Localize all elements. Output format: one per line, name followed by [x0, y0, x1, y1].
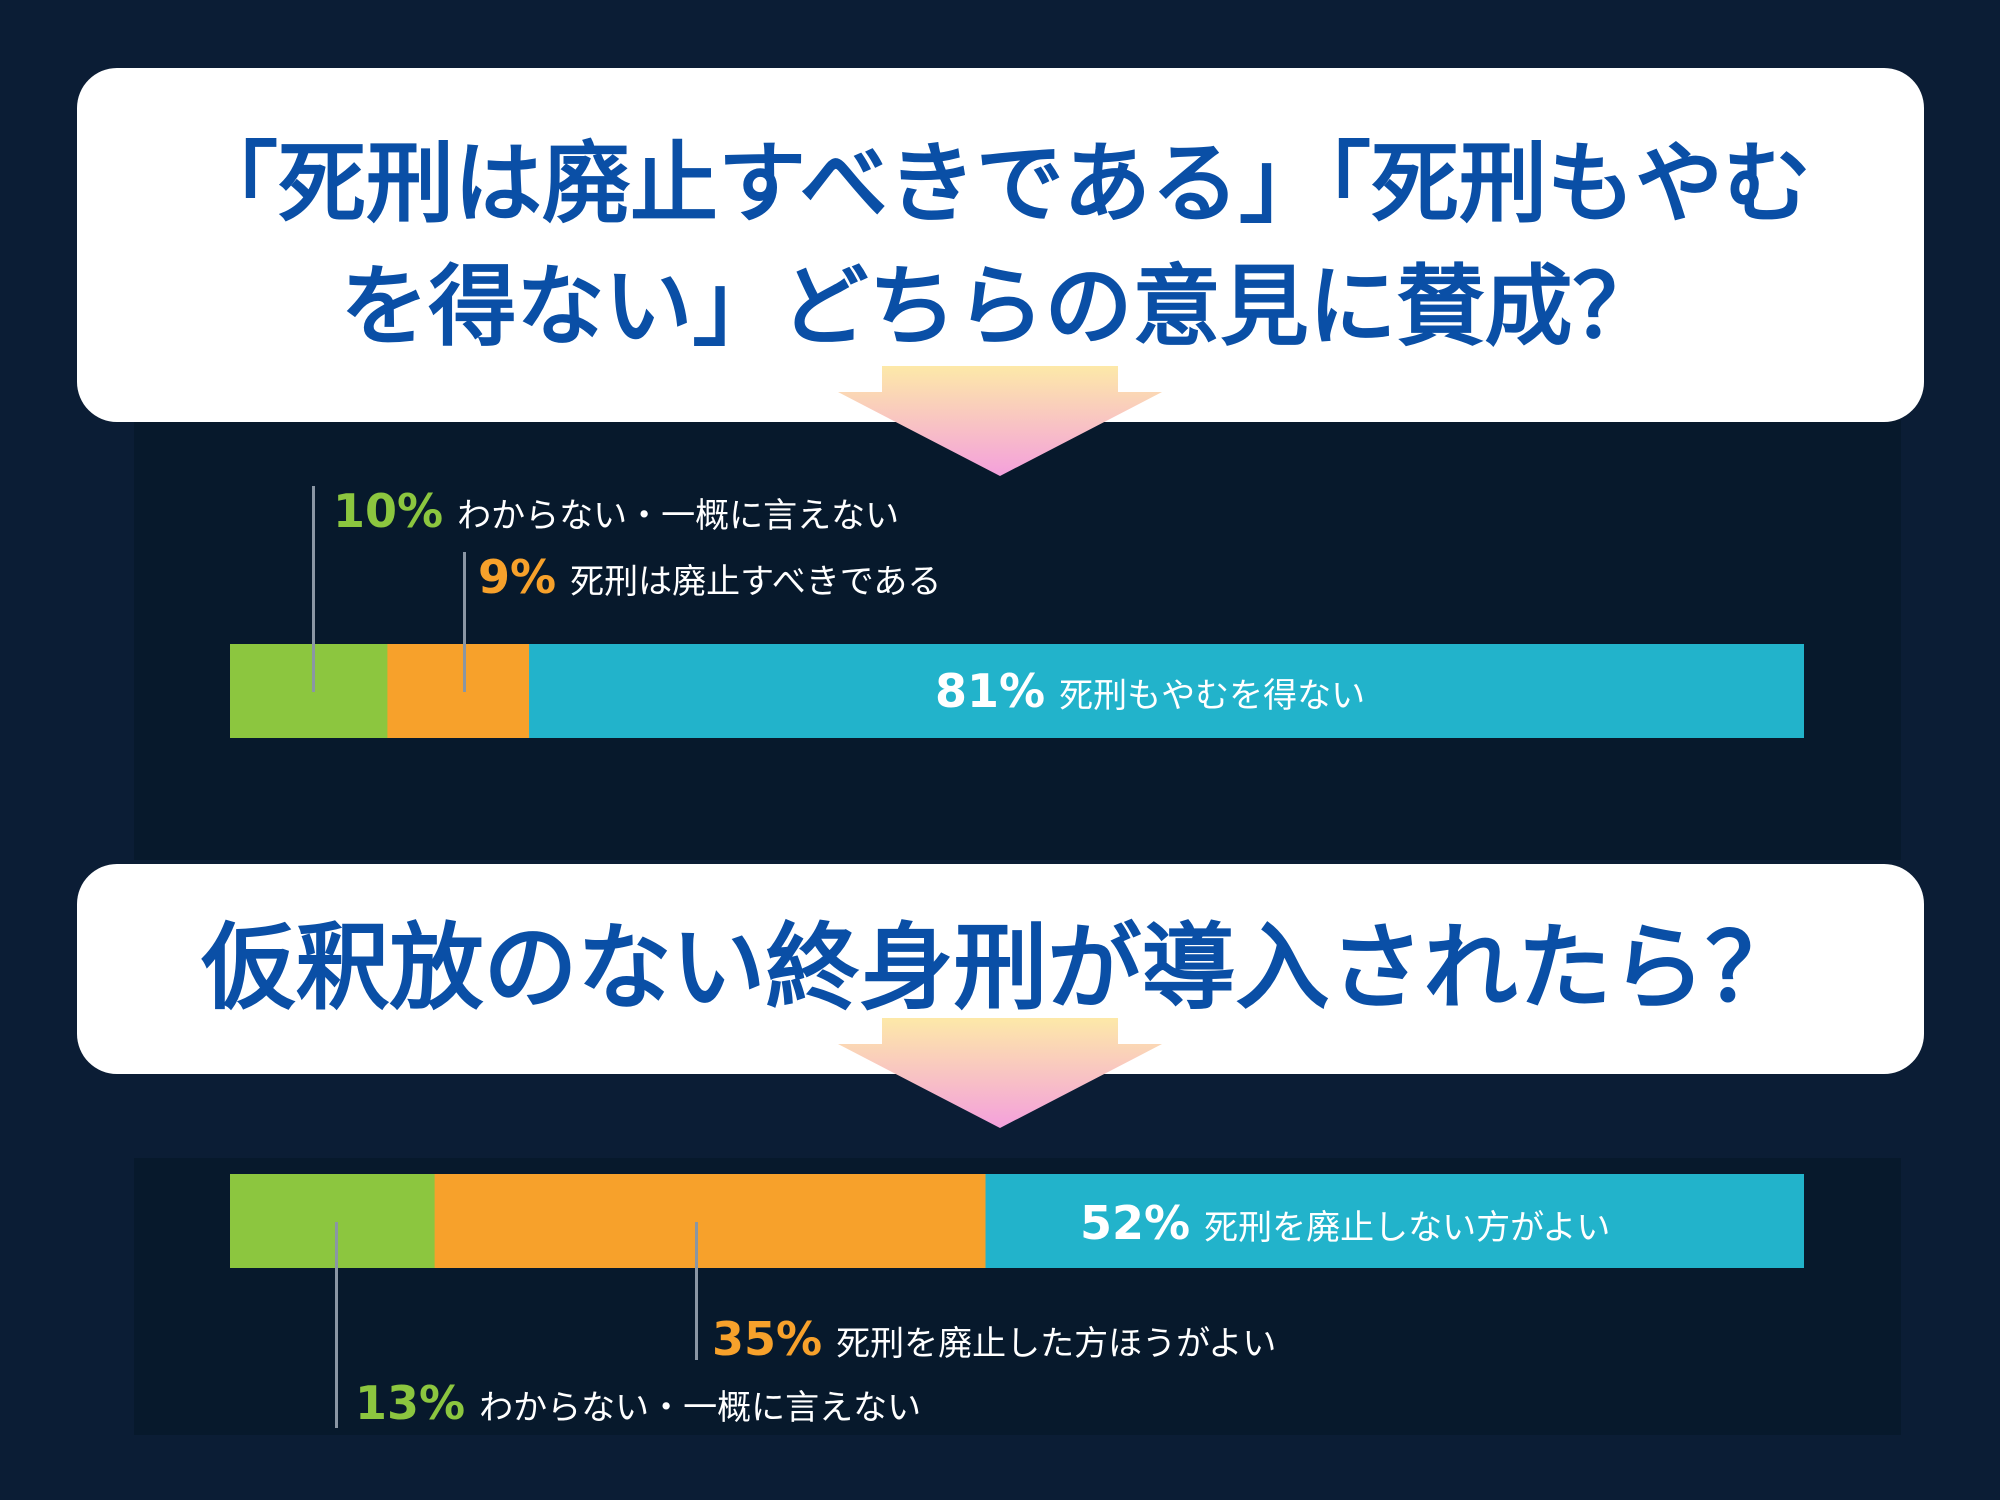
segment-label-2-2-percent: 52% — [1080, 1196, 1191, 1250]
stacked-bar-chart-2 — [230, 1174, 1804, 1268]
segment-label-1-2-text: 死刑もやむを得ない — [1059, 676, 1366, 716]
leader-line-2-1 — [695, 1222, 698, 1360]
bar-segment-1-0 — [230, 644, 388, 738]
annotation-1-1-percent: 9% — [478, 550, 557, 604]
annotation-2-0: 13% わからない・一概に言えない — [355, 1376, 921, 1430]
bar-segment-2-1 — [434, 1174, 987, 1268]
annotation-2-1: 35% 死刑を廃止した方ほうがよい — [712, 1312, 1276, 1366]
annotation-2-1-text: 死刑を廃止した方ほうがよい — [836, 1324, 1277, 1364]
bar-segment-2-0 — [230, 1174, 436, 1268]
annotation-1-0: 10% わからない・一概に言えない — [333, 484, 899, 538]
bar-segment-2-2 — [985, 1174, 1804, 1268]
leader-line-2-0 — [335, 1222, 338, 1428]
annotation-1-0-percent: 10% — [333, 484, 444, 538]
annotation-2-0-percent: 13% — [355, 1376, 466, 1430]
segment-label-1-2: 81% 死刑もやむを得ない — [935, 664, 1365, 718]
stacked-bar-chart-1 — [230, 644, 1804, 738]
down-arrow-icon-2 — [838, 1018, 1162, 1128]
down-arrow-icon-1 — [838, 366, 1162, 476]
annotation-2-0-text: わからない・一概に言えない — [479, 1388, 922, 1428]
leader-line-1-0 — [312, 486, 315, 692]
question-2-text: 仮釈放のない終身刑が導入されたら？ — [201, 914, 1800, 1024]
annotation-1-0-text: わからない・一概に言えない — [457, 496, 900, 536]
bar-segment-1-2 — [529, 644, 1804, 738]
annotation-1-1: 9% 死刑は廃止すべきである — [478, 550, 941, 604]
segment-label-2-2: 52% 死刑を廃止しない方がよい — [1080, 1196, 1610, 1250]
question-callout-1: 「死刑は廃止すべきである」「死刑もやむを得ない」どちらの意見に賛成？ — [77, 68, 1924, 422]
question-1-text: 「死刑は廃止すべきである」「死刑もやむを得ない」どちらの意見に賛成？ — [190, 131, 1811, 358]
chart-panel-1 — [134, 420, 1901, 860]
segment-label-2-2-text: 死刑を廃止しない方がよい — [1204, 1208, 1611, 1248]
bar-segment-1-1 — [387, 644, 530, 738]
segment-label-1-2-percent: 81% — [935, 664, 1046, 718]
annotation-1-1-text: 死刑は廃止すべきである — [570, 562, 942, 602]
annotation-2-1-percent: 35% — [712, 1312, 823, 1366]
leader-line-1-1 — [463, 552, 466, 692]
